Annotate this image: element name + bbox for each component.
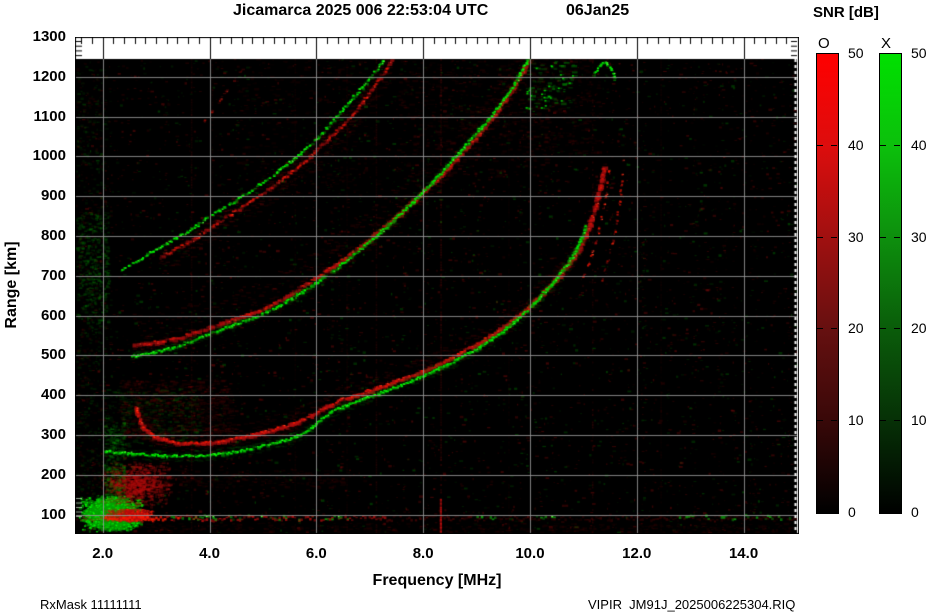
y-axis-tick-label: 1100 xyxy=(33,107,66,125)
colorbar-tick-label: 0 xyxy=(848,504,856,520)
colorbar-tick-mark xyxy=(894,237,900,238)
colorbar-tick-mark xyxy=(880,145,886,146)
colorbar-tick-label: 10 xyxy=(848,412,864,429)
colorbar-tick-mark xyxy=(831,145,837,146)
colorbar-tick-mark xyxy=(817,328,823,329)
colorbar-tick-mark xyxy=(817,420,823,421)
colorbar-tick-label: 50 xyxy=(911,45,927,61)
colorbar-o-gradient xyxy=(816,53,839,514)
x-axis-title: Frequency [MHz] xyxy=(372,572,502,589)
colorbar-tick-label: 20 xyxy=(848,320,864,337)
y-axis-title: Range [km] xyxy=(3,241,20,329)
y-axis-tick-label: 200 xyxy=(40,465,66,483)
x-axis-tick-label: 6.0 xyxy=(305,545,327,562)
y-axis-tick-label: 400 xyxy=(40,386,66,404)
colorbar-tick-label: 10 xyxy=(911,412,927,429)
colorbar-x-gradient xyxy=(879,53,902,514)
x-axis-tick-label: 2.0 xyxy=(92,545,114,562)
y-axis-tick-label: 700 xyxy=(40,266,66,284)
colorbar-tick-label: 40 xyxy=(911,136,927,153)
x-axis-tick-label: 12.0 xyxy=(622,545,652,562)
colorbar-o-label: O xyxy=(818,35,830,52)
colorbar-tick-mark xyxy=(831,328,837,329)
plot-title: Jicamarca 2025 006 22:53:04 UTC xyxy=(233,2,489,19)
y-axis-tick-label: 1300 xyxy=(32,28,66,45)
x-axis-tick-label: 10.0 xyxy=(515,545,545,562)
y-axis-tick-label: 1000 xyxy=(32,147,66,165)
colorbar-tick-label: 30 xyxy=(911,228,927,245)
x-axis-tick-label: 8.0 xyxy=(412,545,434,562)
colorbar-tick-mark xyxy=(894,420,900,421)
colorbar-tick-mark xyxy=(894,145,900,146)
colorbar-tick-mark xyxy=(831,420,837,421)
y-axis-tick-label: 900 xyxy=(40,187,66,205)
colorbar-tick-label: 0 xyxy=(911,504,919,520)
ionogram-canvas xyxy=(75,37,799,534)
colorbar-x-label: X xyxy=(881,35,892,52)
colorbar-tick-mark xyxy=(880,420,886,421)
colorbar-tick-mark xyxy=(817,237,823,238)
colorbar-tick-label: 50 xyxy=(848,45,864,61)
colorbar-tick-label: 40 xyxy=(848,136,864,153)
y-axis-tick-label: 600 xyxy=(40,306,66,324)
x-axis-tick-label: 4.0 xyxy=(199,545,220,562)
colorbar-tick-label: 30 xyxy=(848,228,864,245)
colorbar-title: SNR [dB] xyxy=(813,4,879,21)
x-axis-tick-label: 14.0 xyxy=(728,545,759,562)
colorbar-tick-mark xyxy=(880,328,886,329)
plot-date: 06Jan25 xyxy=(566,2,630,19)
colorbar-tick-mark xyxy=(831,237,837,238)
source-file-text: VIPIR JM91J_2025006225304.RIQ xyxy=(588,597,796,612)
rxmask-text: RxMask 11111111 xyxy=(40,597,142,612)
y-axis-tick-label: 300 xyxy=(40,426,66,444)
colorbar-tick-mark xyxy=(817,145,823,146)
y-axis-tick-label: 1200 xyxy=(32,67,66,85)
y-axis-tick-label: 100 xyxy=(40,505,66,523)
colorbar-tick-mark xyxy=(880,237,886,238)
colorbar-tick-mark xyxy=(894,328,900,329)
y-axis-tick-label: 800 xyxy=(40,227,66,245)
y-axis-tick-label: 500 xyxy=(40,346,66,364)
colorbar-tick-label: 20 xyxy=(911,320,927,337)
